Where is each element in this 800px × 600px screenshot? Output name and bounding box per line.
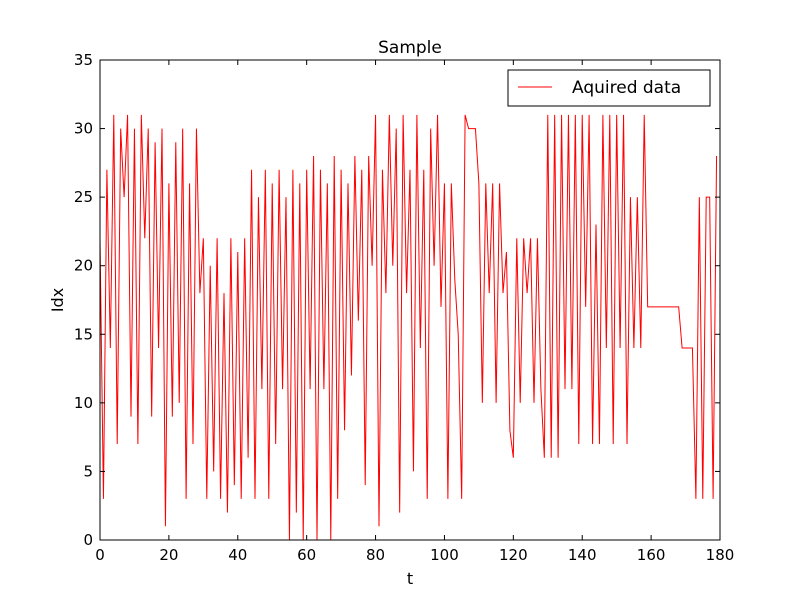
x-axis: 0 20 40 60 80 100 120 140 160 180 <box>95 60 734 564</box>
y-tick-label: 15 <box>74 325 93 343</box>
x-tick-label: 40 <box>228 546 247 564</box>
legend-label: Aquired data <box>572 78 681 98</box>
x-tick-label: 60 <box>297 546 316 564</box>
legend: Aquired data <box>507 69 711 107</box>
x-tick-label: 0 <box>95 546 105 564</box>
y-tick-label: 35 <box>74 51 93 69</box>
y-axis-label: Idx <box>48 288 67 312</box>
x-tick-label: 100 <box>430 546 459 564</box>
y-tick-label: 25 <box>74 188 93 206</box>
y-tick-label: 30 <box>74 120 93 138</box>
x-tick-label: 20 <box>159 546 178 564</box>
x-tick-label: 80 <box>366 546 385 564</box>
x-tick-label: 180 <box>706 546 735 564</box>
x-axis-label: t <box>407 569 413 588</box>
y-tick-label: 20 <box>74 257 93 275</box>
plot-area <box>99 114 718 541</box>
axes-frame <box>99 59 721 541</box>
y-axis: 0 5 10 15 20 25 30 35 <box>74 51 720 549</box>
chart-title: Sample <box>378 38 442 58</box>
series-line-0 <box>99 114 718 541</box>
x-tick-label: 120 <box>499 546 528 564</box>
y-tick-label: 0 <box>83 531 93 549</box>
x-tick-label: 160 <box>637 546 666 564</box>
x-tick-label: 140 <box>568 546 597 564</box>
y-tick-label: 5 <box>83 462 93 480</box>
y-tick-label: 10 <box>74 394 93 412</box>
legend-box <box>507 69 711 107</box>
